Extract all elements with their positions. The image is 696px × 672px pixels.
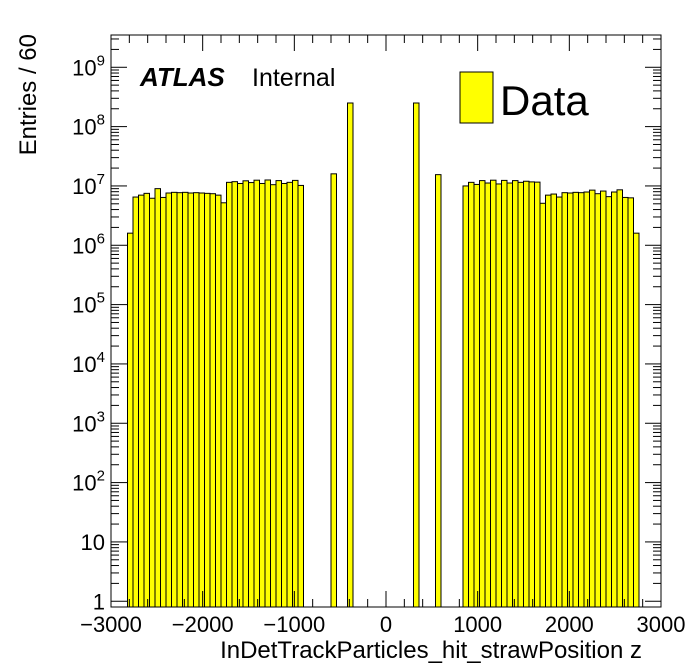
histogram-bar	[501, 179, 508, 608]
histogram-bar	[556, 196, 563, 608]
x-tick-label: 1000	[453, 612, 502, 637]
legend-label: Data	[500, 77, 589, 124]
histogram-bar	[253, 179, 260, 608]
histogram-bar	[330, 173, 337, 608]
histogram-bar	[127, 232, 134, 608]
x-tick-label: −3000	[80, 612, 142, 637]
histogram-bar	[605, 196, 612, 608]
histogram-bar	[226, 181, 233, 608]
x-tick-labels: −3000 −2000 −1000 0 1000 2000 3000	[80, 612, 685, 637]
y-tick-label: 1	[93, 589, 105, 614]
histogram-bar	[149, 197, 156, 608]
histogram-bar	[616, 189, 623, 608]
y-tick-label: 108	[72, 112, 105, 140]
histogram-bar	[286, 181, 293, 608]
histogram-bar	[231, 181, 238, 608]
histogram-bar	[473, 183, 480, 608]
histogram-bar	[347, 102, 354, 608]
histogram-bar	[589, 189, 596, 608]
histogram-bar	[270, 184, 277, 608]
plot-frame	[110, 34, 662, 608]
histogram-bar	[413, 102, 420, 608]
x-tick-label: 3000	[637, 612, 686, 637]
histogram-bar	[259, 182, 266, 608]
histogram-bar	[264, 179, 271, 608]
histogram-bar	[292, 179, 299, 608]
histogram-bar	[435, 174, 442, 608]
y-tick-label: 103	[72, 408, 105, 436]
y-tick-label: 107	[72, 171, 105, 199]
x-tick-label: 0	[380, 612, 392, 637]
histogram-bar	[198, 192, 205, 608]
histogram-bar	[187, 192, 194, 608]
histogram-bar	[545, 194, 552, 608]
histogram-bar	[462, 185, 469, 608]
histogram-bar	[561, 192, 568, 608]
histogram-bar	[495, 183, 502, 608]
histogram-bar	[204, 192, 211, 608]
histogram-bar	[484, 182, 491, 608]
histogram-bar	[594, 193, 601, 608]
histogram-bar	[154, 188, 161, 608]
y-tick-label: 105	[72, 290, 105, 318]
x-tick-label: −2000	[172, 612, 234, 637]
histogram-bar	[490, 179, 497, 608]
histogram-bar	[611, 191, 618, 608]
histogram-bar	[517, 181, 524, 608]
y-axis-title: Entries / 60	[15, 34, 42, 155]
histogram-bar	[468, 181, 475, 608]
histogram-bar	[627, 197, 634, 608]
histogram-bar	[242, 180, 249, 608]
histogram-bar	[578, 192, 585, 608]
histogram-bar	[583, 191, 590, 608]
histogram-bar	[523, 180, 530, 608]
y-tick-label: 106	[72, 230, 105, 258]
histogram-bar	[176, 192, 183, 608]
histogram-bar	[633, 232, 640, 608]
histogram-bar	[550, 193, 557, 608]
y-tick-label: 10	[81, 530, 105, 555]
histogram-bar	[160, 196, 167, 608]
histogram-bar	[132, 196, 139, 608]
axis-ticks	[110, 35, 662, 607]
histogram-bar	[297, 184, 304, 608]
histogram-bar	[171, 191, 178, 608]
histogram-bar	[220, 202, 227, 608]
histogram-bar	[143, 192, 150, 608]
histogram-bar	[248, 182, 255, 608]
histogram-bar	[539, 202, 546, 608]
histogram-bar	[237, 182, 244, 608]
y-tick-label: 102	[72, 468, 105, 496]
histogram-bar	[275, 180, 282, 608]
histogram-bar	[600, 190, 607, 608]
histogram-bar	[138, 194, 145, 608]
histogram-bar	[506, 182, 513, 608]
histogram-bar	[622, 196, 629, 608]
internal-label: Internal	[252, 64, 335, 92]
histogram-bar	[534, 181, 541, 608]
x-tick-label: −1000	[263, 612, 325, 637]
histogram-bar	[479, 180, 486, 608]
histogram-bar	[215, 194, 222, 608]
histogram-bar	[281, 182, 288, 608]
y-tick-labels: 1 10 102 103 104 105 106 107 108 109	[72, 52, 105, 614]
y-tick-label: 109	[72, 52, 105, 80]
histogram-bar	[528, 181, 535, 608]
x-axis-title: InDetTrackParticles_hit_strawPosition z	[220, 637, 642, 664]
legend-swatch	[459, 71, 494, 124]
legend: Data	[459, 71, 589, 124]
histogram-bar	[165, 192, 172, 608]
histogram-bar	[193, 192, 200, 608]
atlas-label: ATLAS	[139, 62, 225, 92]
histogram-bar	[182, 191, 189, 608]
histogram-bar	[512, 180, 519, 608]
y-tick-label: 104	[72, 349, 105, 377]
histogram-bar	[572, 191, 579, 608]
histogram-bar	[209, 193, 216, 608]
histogram-bar	[567, 192, 574, 608]
x-tick-label: 2000	[545, 612, 594, 637]
